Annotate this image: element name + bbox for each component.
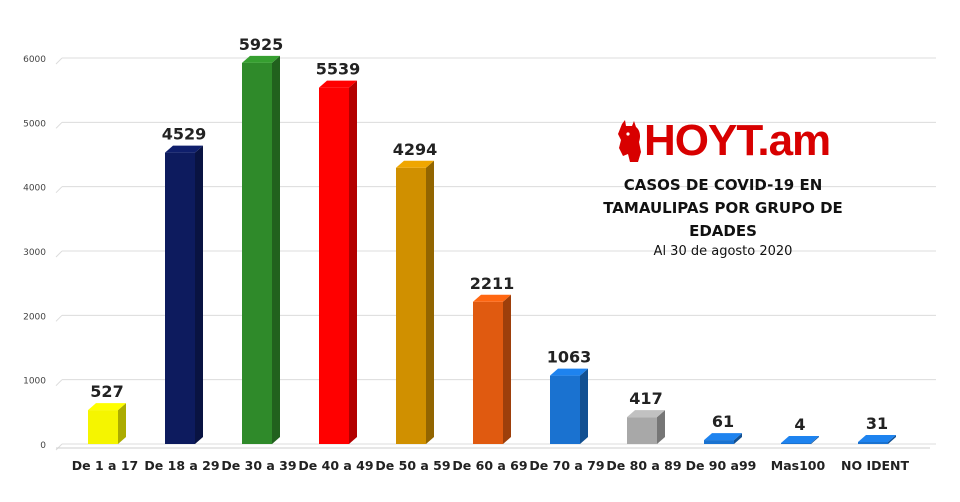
logo-text: HOYT.am [644, 116, 831, 165]
x-tick-label: De 1 a 17 [72, 458, 138, 473]
y-tick-label: 3000 [23, 248, 46, 258]
x-tick-label: De 50 a 59 [375, 458, 450, 473]
bar-top [242, 55, 280, 63]
gridline-depth [55, 186, 63, 194]
bar-top [319, 80, 357, 88]
bar [858, 435, 896, 444]
gridline-depth [55, 443, 63, 451]
x-tick-label: De 40 a 49 [298, 458, 373, 473]
data-label: 5539 [316, 60, 361, 79]
data-label: 1063 [547, 348, 592, 367]
bar-top [550, 368, 588, 376]
bar-top [627, 410, 665, 418]
bar [473, 294, 511, 444]
bar-front [704, 440, 734, 444]
y-tick-label: 2000 [23, 312, 46, 322]
data-label: 4 [794, 415, 805, 434]
bar-top [473, 294, 511, 302]
bar-front [473, 301, 503, 444]
gridline-depth [55, 250, 63, 258]
chart-title: CASOS DE COVID-19 EN TAMAULIPAS POR GRUP… [603, 176, 843, 240]
data-label: 5925 [239, 35, 284, 54]
bar-front [781, 443, 811, 444]
gridline-depth [55, 121, 63, 129]
bar-front [88, 410, 118, 444]
bar-side [811, 436, 819, 444]
bar-side [272, 55, 280, 444]
x-tick-label: Mas100 [771, 458, 826, 473]
hoyt-logo: HOYT.am [614, 116, 831, 165]
bar-top [396, 160, 434, 168]
x-tick-label: De 60 a 69 [452, 458, 527, 473]
data-label: 4529 [162, 125, 207, 144]
x-tick-label: De 70 a 79 [529, 458, 604, 473]
bar-front [396, 167, 426, 444]
y-tick-label: 1000 [23, 377, 46, 387]
bar [781, 436, 819, 444]
x-tick-label: De 80 a 89 [606, 458, 681, 473]
bar [550, 368, 588, 444]
bar-top [781, 436, 819, 443]
bar-side [888, 435, 896, 444]
bar-front [627, 417, 657, 444]
bar [627, 410, 665, 444]
bar-top [704, 433, 742, 441]
bar-front [242, 62, 272, 444]
bar [242, 55, 280, 444]
bar-side [426, 160, 434, 444]
y-tick-label: 0 [40, 441, 46, 451]
data-label: 61 [712, 412, 734, 431]
bar-side [195, 145, 203, 444]
y-tick-label: 5000 [23, 119, 46, 129]
bull-icon [618, 120, 641, 162]
gridline-depth [55, 379, 63, 387]
bar-side [734, 433, 742, 444]
bar-top [88, 403, 126, 411]
bar-front [550, 375, 580, 444]
data-label: 31 [866, 414, 888, 433]
x-tick-label: De 90 a99 [686, 458, 757, 473]
x-tick-label: NO IDENT [841, 458, 909, 473]
bar-top [165, 145, 203, 153]
x-tick-label: De 18 a 29 [144, 458, 219, 473]
data-label: 4294 [393, 140, 438, 159]
data-label: 527 [90, 382, 123, 401]
data-label: 2211 [470, 274, 515, 293]
chart-subtitle: Al 30 de agosto 2020 [653, 244, 793, 259]
bar [396, 160, 434, 444]
bar-front [165, 152, 195, 444]
bar-side [349, 80, 357, 445]
bar-side [657, 410, 665, 444]
bar [319, 80, 357, 445]
data-label: 417 [629, 389, 662, 408]
bar [88, 403, 126, 444]
bar [704, 433, 742, 444]
bar-side [503, 294, 511, 444]
gridline-depth [55, 57, 63, 65]
bar-front [319, 87, 349, 445]
bar-side [580, 368, 588, 444]
y-tick-label: 4000 [23, 184, 46, 194]
bar-front [858, 442, 888, 444]
x-tick-label: De 30 a 39 [221, 458, 296, 473]
y-tick-label: 6000 [23, 55, 46, 65]
gridline-depth [55, 314, 63, 322]
bar [165, 145, 203, 444]
value-labels: 527 4529 5925 5539 4294 2211 1063 417 61 4 31 [90, 35, 888, 434]
category-labels: De 1 a 17 De 18 a 29 De 30 a 39 De 40 a 49 D… [72, 458, 910, 473]
y-axis-ticks: 0 1000 2000 3000 4000 5000 6000 [23, 55, 46, 451]
bars [88, 55, 896, 445]
bar-side [118, 403, 126, 444]
bar-top [858, 435, 896, 443]
